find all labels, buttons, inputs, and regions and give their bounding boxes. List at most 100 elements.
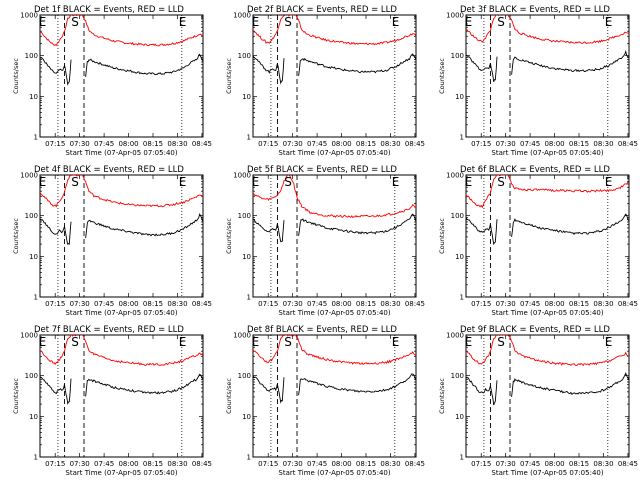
y-axis-label: Counts/sec bbox=[438, 58, 446, 94]
marker-label: E bbox=[179, 175, 187, 189]
marker-label: E bbox=[392, 335, 400, 349]
marker-label: S bbox=[497, 15, 505, 29]
series-line bbox=[40, 373, 203, 406]
x-tick-label: 08:30 bbox=[593, 300, 613, 308]
panel-title: Det 3f BLACK = Events, RED = LLD bbox=[460, 5, 610, 15]
x-tick-label: 07:30 bbox=[496, 140, 516, 148]
y-tick-label: 10 bbox=[455, 253, 464, 261]
x-tick-label: 08:15 bbox=[143, 140, 163, 148]
marker-label: S bbox=[497, 175, 505, 189]
plot-frame bbox=[39, 174, 204, 298]
series-line bbox=[253, 373, 416, 404]
y-tick-label: 10 bbox=[455, 413, 464, 421]
x-tick-label: 08:45 bbox=[192, 300, 212, 308]
x-tick-label: 08:15 bbox=[569, 140, 589, 148]
marker-label: E bbox=[605, 15, 613, 29]
series-line bbox=[40, 15, 203, 47]
y-tick-label: 10 bbox=[29, 253, 38, 261]
y-tick-label: 100 bbox=[25, 212, 38, 220]
marker-label: E bbox=[605, 175, 613, 189]
x-tick-label: 08:45 bbox=[618, 460, 638, 468]
y-axis-label: Counts/sec bbox=[12, 378, 20, 414]
plot-frame bbox=[465, 334, 630, 458]
series-line bbox=[253, 213, 416, 243]
y-tick-label: 100 bbox=[238, 52, 251, 60]
x-tick-label: 08:30 bbox=[167, 300, 187, 308]
x-tick-label: 08:45 bbox=[405, 140, 425, 148]
chart-panel: 1 10 100 1000 07:15 07:30 07:45 08:00 08:15 08:30… bbox=[12, 325, 212, 477]
y-axis-label: Counts/sec bbox=[12, 218, 20, 254]
x-tick-label: 08:45 bbox=[192, 460, 212, 468]
marker-label: S bbox=[497, 335, 505, 349]
x-axis-label: Start Time (07-Apr-05 07:05:40) bbox=[491, 469, 603, 477]
x-axis-label: Start Time (07-Apr-05 07:05:40) bbox=[65, 309, 177, 317]
y-axis-label: Counts/sec bbox=[12, 58, 20, 94]
marker-label: E bbox=[39, 335, 47, 349]
x-axis-label: Start Time (07-Apr-05 07:05:40) bbox=[491, 309, 603, 317]
x-tick-label: 08:15 bbox=[569, 460, 589, 468]
x-tick-label: 07:15 bbox=[258, 300, 278, 308]
y-tick-label: 100 bbox=[451, 372, 464, 380]
x-tick-label: 07:30 bbox=[496, 460, 516, 468]
x-tick-label: 07:15 bbox=[471, 460, 491, 468]
y-tick-label: 100 bbox=[451, 52, 464, 60]
series-line bbox=[40, 213, 203, 245]
marker-label: S bbox=[284, 175, 292, 189]
x-tick-label: 08:30 bbox=[167, 140, 187, 148]
x-tick-label: 08:15 bbox=[356, 460, 376, 468]
x-tick-label: 07:45 bbox=[520, 460, 540, 468]
y-axis-label: Counts/sec bbox=[225, 58, 233, 94]
series-line bbox=[466, 15, 629, 45]
x-axis-label: Start Time (07-Apr-05 07:05:40) bbox=[278, 469, 390, 477]
x-tick-label: 07:45 bbox=[94, 460, 114, 468]
marker-label: S bbox=[71, 335, 79, 349]
panel-title: Det 6f BLACK = Events, RED = LLD bbox=[460, 165, 610, 175]
y-tick-label: 100 bbox=[25, 372, 38, 380]
marker-label: S bbox=[284, 15, 292, 29]
x-tick-label: 08:15 bbox=[569, 300, 589, 308]
y-tick-label: 1000 bbox=[233, 12, 251, 20]
y-tick-label: 1 bbox=[460, 134, 464, 142]
y-tick-label: 100 bbox=[238, 372, 251, 380]
x-tick-label: 08:15 bbox=[143, 460, 163, 468]
panel-title: Det 2f BLACK = Events, RED = LLD bbox=[247, 5, 397, 15]
marker-label: S bbox=[284, 335, 292, 349]
x-tick-label: 08:00 bbox=[544, 460, 564, 468]
x-tick-label: 08:15 bbox=[356, 300, 376, 308]
x-axis-label: Start Time (07-Apr-05 07:05:40) bbox=[65, 469, 177, 477]
x-tick-label: 07:15 bbox=[45, 460, 65, 468]
x-tick-label: 08:00 bbox=[331, 460, 351, 468]
x-tick-label: 07:45 bbox=[307, 140, 327, 148]
plot-frame bbox=[252, 14, 417, 138]
y-tick-label: 1 bbox=[34, 294, 38, 302]
y-tick-label: 1000 bbox=[233, 332, 251, 340]
series-line bbox=[40, 175, 203, 208]
x-tick-label: 07:45 bbox=[94, 140, 114, 148]
y-tick-label: 1000 bbox=[446, 332, 464, 340]
x-tick-label: 07:30 bbox=[496, 300, 516, 308]
plot-frame bbox=[252, 334, 417, 458]
y-tick-label: 1000 bbox=[233, 172, 251, 180]
x-tick-label: 07:30 bbox=[70, 300, 90, 308]
x-tick-label: 08:30 bbox=[380, 300, 400, 308]
x-tick-label: 08:15 bbox=[356, 140, 376, 148]
x-tick-label: 07:45 bbox=[520, 140, 540, 148]
y-axis-label: Counts/sec bbox=[225, 378, 233, 414]
plot-frame bbox=[39, 334, 204, 458]
x-tick-label: 07:30 bbox=[70, 140, 90, 148]
x-tick-label: 08:00 bbox=[331, 140, 351, 148]
y-tick-label: 10 bbox=[455, 93, 464, 101]
x-tick-label: 08:00 bbox=[331, 300, 351, 308]
y-tick-label: 1000 bbox=[446, 12, 464, 20]
series-line bbox=[253, 15, 416, 46]
series-line bbox=[466, 213, 629, 246]
x-tick-label: 07:15 bbox=[258, 140, 278, 148]
x-tick-label: 08:45 bbox=[405, 460, 425, 468]
y-tick-label: 1000 bbox=[20, 172, 38, 180]
x-tick-label: 07:15 bbox=[471, 140, 491, 148]
chart-panel: 1 10 100 1000 07:15 07:30 07:45 08:00 08:15 08:30… bbox=[438, 325, 638, 477]
x-tick-label: 08:00 bbox=[118, 460, 138, 468]
series-line bbox=[40, 335, 203, 366]
x-tick-label: 07:15 bbox=[471, 300, 491, 308]
